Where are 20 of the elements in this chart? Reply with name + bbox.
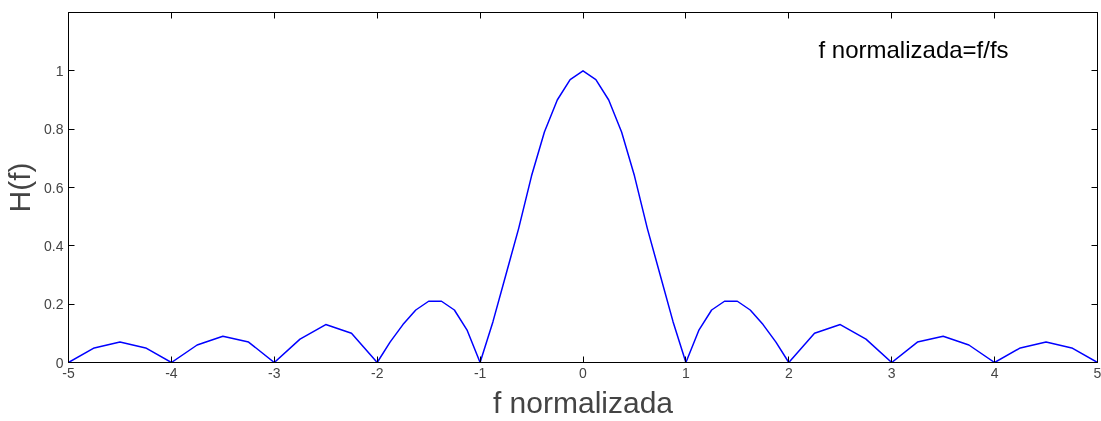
x-tick-label: 0 [579,364,588,381]
x-tick-label: -1 [473,364,487,381]
x-tick-label: 3 [887,364,896,381]
x-tick-label: 1 [682,364,691,381]
line-series [68,70,1098,363]
annotation: f normalizada=f/fs [818,35,1009,63]
x-axis-title: f normalizada [492,385,674,419]
x-tick-label: 4 [990,364,999,381]
x-tick-label: -5 [62,364,75,381]
y-tick-label: 0.6 [44,179,64,196]
y-tick-label: 0.8 [44,121,64,138]
x-tick-label: 5 [1093,364,1101,381]
y-tick-label: 1 [55,62,64,79]
y-tick-label: 0.4 [44,237,64,254]
y-axis-title: H(f) [3,162,37,213]
x-tick-label: -3 [268,364,281,381]
y-tick-label: 0.2 [44,296,64,313]
x-tick-label: -4 [165,364,178,381]
x-tick-label: -2 [370,364,384,381]
x-tick-label: 2 [784,364,793,381]
